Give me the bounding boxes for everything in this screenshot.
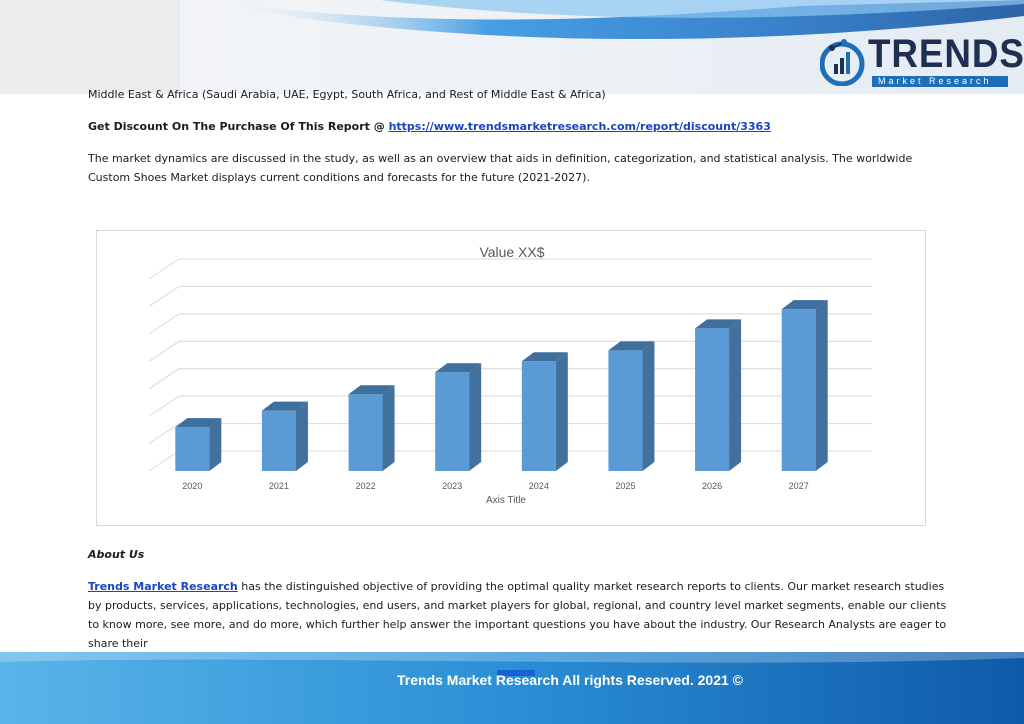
chart-x-tick-label: 2024 [529, 481, 549, 491]
chart-gridline-side [148, 313, 180, 335]
chart-bar [261, 410, 296, 471]
chart-bar [348, 394, 383, 471]
chart-bar-top [781, 300, 828, 310]
discount-link[interactable]: https://www.trendsmarketresearch.com/rep… [388, 120, 771, 133]
chart-bar-top [608, 341, 655, 351]
about-us-paragraph: Trends Market Research has the distingui… [88, 577, 948, 653]
chart-gridline-side [148, 340, 180, 362]
chart-gridline-side [148, 423, 180, 444]
chart-bar [521, 361, 556, 471]
footer-copyright: Trends Market Research All rights Reserv… [397, 672, 743, 688]
chart-bar-top [348, 385, 395, 395]
chart-gridline-side [148, 450, 180, 472]
chart-x-tick-label: 2026 [702, 481, 722, 491]
chart-bar-side [642, 341, 655, 471]
footer-background [0, 652, 1024, 724]
chart-x-axis-title: Axis Title [486, 495, 526, 506]
discount-label: Get Discount On The Purchase Of This Rep… [88, 120, 389, 133]
chart-gridline-side [148, 395, 180, 417]
chart-gridline-side [148, 368, 180, 390]
chart-bar-side [209, 418, 222, 471]
logo-chart-icon [820, 39, 865, 86]
chart-gridline-side [148, 286, 180, 307]
chart-bar-top [175, 418, 222, 428]
regions-line: Middle East & Africa (Saudi Arabia, UAE,… [88, 88, 606, 101]
chart-title: Value XX$ [479, 244, 544, 260]
footer-accent [497, 670, 535, 676]
footer-banner: Trends Market Research All rights Reserv… [0, 652, 1024, 724]
chart-bar [608, 350, 643, 471]
chart-bar-top [695, 319, 742, 329]
chart-x-tick-label: 2021 [269, 481, 289, 491]
chart-x-tick-label: 2022 [356, 481, 376, 491]
chart-x-tick-label: 2027 [789, 481, 809, 491]
chart-x-tick-label: 2025 [615, 481, 635, 491]
chart-x-tick-label: 2023 [442, 481, 462, 491]
about-body: has the distinguished objective of provi… [88, 580, 947, 650]
chart-bar-side [729, 319, 742, 471]
chart-bar-top [435, 363, 482, 373]
discount-line: Get Discount On The Purchase Of This Rep… [88, 117, 771, 136]
logo-wordmark: TRENDS [868, 32, 1024, 76]
company-logo: TRENDS Market Research [820, 34, 1024, 90]
chart-bar-top [521, 352, 568, 362]
chart-bar [175, 427, 210, 471]
chart-bar [781, 309, 816, 471]
chart-x-tick-label: 2020 [182, 481, 202, 491]
chart-bar-side [815, 300, 828, 471]
chart-gridline-side [148, 258, 180, 280]
chart-bar-top [261, 401, 308, 411]
chart-bar-side [295, 401, 308, 471]
about-us-heading: About Us [88, 548, 145, 561]
logo-tagline: Market Research [872, 76, 1008, 87]
chart-bar-side [555, 352, 568, 471]
chart-canvas: Value XX$ 2020 2021 2022 2023 2024 2025 2026 202… [148, 244, 872, 506]
chart-bar [695, 328, 730, 471]
about-company-link[interactable]: Trends Market Research [88, 580, 238, 593]
chart-bar-side [469, 363, 482, 471]
chart-bar [435, 372, 470, 471]
value-chart: Value XX$ 2020 2021 2022 2023 2024 2025 2026 202… [96, 230, 926, 526]
market-dynamics-paragraph: The market dynamics are discussed in the… [88, 152, 913, 184]
chart-bar-side [382, 385, 395, 471]
